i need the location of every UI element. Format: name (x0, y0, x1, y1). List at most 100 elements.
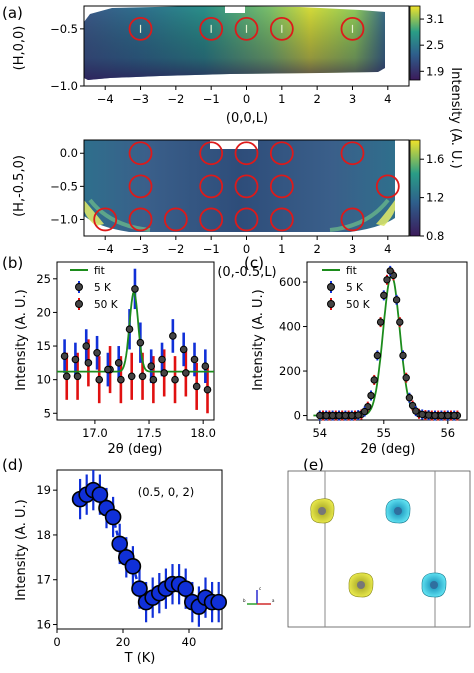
y-tick-label: 18 (36, 528, 51, 542)
x-tick-label: 0 (243, 242, 250, 256)
data-point (418, 410, 426, 419)
colorbar-tick-label: 1.9 (426, 64, 444, 78)
data-point (91, 486, 109, 503)
reciprocal-circle (199, 207, 224, 232)
plot-c-ylabel: Intensity (A. U.) (251, 289, 266, 390)
x-tick-label: −1 (203, 242, 220, 256)
atom-cyan-top (385, 498, 411, 524)
heatmap-a-bottom-image (84, 140, 395, 232)
y-tick-label: 15 (36, 339, 51, 353)
data-point (158, 355, 166, 364)
reciprocal-circle (269, 207, 294, 232)
colorbar-a-bottom: 1.6 1.2 0.8 (409, 139, 444, 243)
data-point (127, 372, 136, 381)
reciprocal-circle (234, 174, 259, 199)
x-tick-label: 4 (384, 92, 391, 106)
colorbar-tick-label: 0.8 (426, 229, 444, 243)
data-point (131, 285, 139, 293)
y-tick-label: −0.5 (50, 22, 78, 36)
reciprocal-circle (375, 174, 400, 199)
x-tick-label: −2 (167, 92, 184, 106)
legend-label: 50 K (346, 299, 371, 311)
legend-marker-swatch (75, 300, 83, 308)
data-point (405, 394, 414, 402)
colorbar-tick-label: 3.1 (426, 12, 444, 26)
data-point (450, 411, 458, 420)
data-point (201, 362, 210, 371)
x-tick-label: 4 (384, 242, 391, 256)
y-tick-label: 19 (36, 483, 51, 497)
legend-marker-swatch (327, 300, 335, 308)
data-point (114, 359, 123, 367)
x-tick-label: 17.0 (82, 426, 108, 440)
y-tick-label: 10 (36, 373, 51, 387)
data-point (138, 372, 147, 381)
x-tick-label: 1 (278, 92, 285, 106)
data-point (367, 391, 375, 400)
x-tick-label: −4 (97, 92, 114, 106)
y-tick-label: 16 (36, 618, 51, 632)
panel-label-e: (e) (303, 456, 324, 474)
y-tick-label: 400 (279, 320, 301, 334)
plot-d: 16 17 18 19 0 20 40 (0.5, 0, 2) T (K) Intensit… (14, 469, 227, 666)
data-point (104, 508, 122, 526)
x-tick-label: −3 (132, 92, 149, 106)
heatmap-a-top-xlabel: (0,0,L) (226, 111, 268, 126)
x-tick-label: 17.5 (136, 426, 162, 440)
x-tick-label: 54 (312, 426, 327, 440)
x-tick-label: 3 (349, 242, 356, 256)
x-tick-label: 18.0 (190, 426, 216, 440)
colorbar-a-top: 3.1 2.5 1.9 (409, 5, 444, 81)
reciprocal-circle (340, 16, 365, 41)
x-tick-label: 40 (182, 635, 197, 649)
structure-panel-e: c b a (243, 470, 471, 628)
data-point (93, 348, 101, 357)
data-point (210, 593, 227, 611)
data-point (111, 535, 128, 553)
reciprocal-circle (93, 207, 118, 232)
data-point (322, 411, 330, 420)
legend-label: 5 K (94, 282, 112, 294)
colorbar-tick-label: 1.2 (426, 191, 444, 205)
y-tick-label: 20 (36, 305, 51, 319)
data-point (203, 385, 212, 394)
heatmap-a-top-image (84, 6, 385, 80)
plot-b: 5 10 15 20 25 17.0 17.5 18.0 fit 5 K 50 K 2θ (deg)… (14, 261, 216, 457)
axis-letter-c: c (259, 586, 261, 591)
data-point (370, 376, 378, 384)
data-point (104, 365, 112, 374)
data-point (177, 580, 194, 597)
data-point (84, 359, 93, 367)
panel-label-c: (c) (244, 254, 264, 272)
reciprocal-circle (128, 141, 153, 166)
data-point (71, 355, 80, 364)
data-point (383, 276, 391, 284)
x-tick-label: 2 (313, 242, 320, 256)
reciprocal-circle (128, 16, 153, 41)
legend-label: fit (94, 265, 105, 277)
data-point (60, 352, 69, 360)
panel-label-d: (d) (2, 456, 23, 474)
plot-c-xlabel: 2θ (deg) (360, 442, 415, 457)
data-point (82, 342, 91, 350)
reciprocal-circle (234, 141, 259, 166)
x-tick-label: 2 (313, 92, 320, 106)
x-tick-label: 0 (243, 92, 250, 106)
heatmap-a-top: −4 −3 −2 −1 0 1 2 3 4 −0.5 −1.0 (0,0,L) (H,0,0) (12, 5, 410, 126)
x-tick-label: −1 (203, 92, 220, 106)
plot-c-frame (306, 261, 468, 421)
data-point (348, 411, 356, 420)
axis-letter-b: b (243, 598, 246, 603)
atom-yellow-top (310, 498, 335, 524)
plot-b-frame (56, 261, 215, 421)
y-tick-label: 5 (44, 406, 51, 420)
reciprocal-circle (199, 141, 224, 166)
data-point (95, 375, 104, 384)
y-tick-label: 0 (294, 409, 301, 423)
axes-triad: c b a (243, 586, 275, 605)
plot-b-ylabel: Intensity (A. U.) (14, 289, 29, 390)
reciprocal-circle (234, 16, 259, 41)
data-point (182, 369, 190, 377)
legend-marker-swatch (327, 283, 335, 291)
